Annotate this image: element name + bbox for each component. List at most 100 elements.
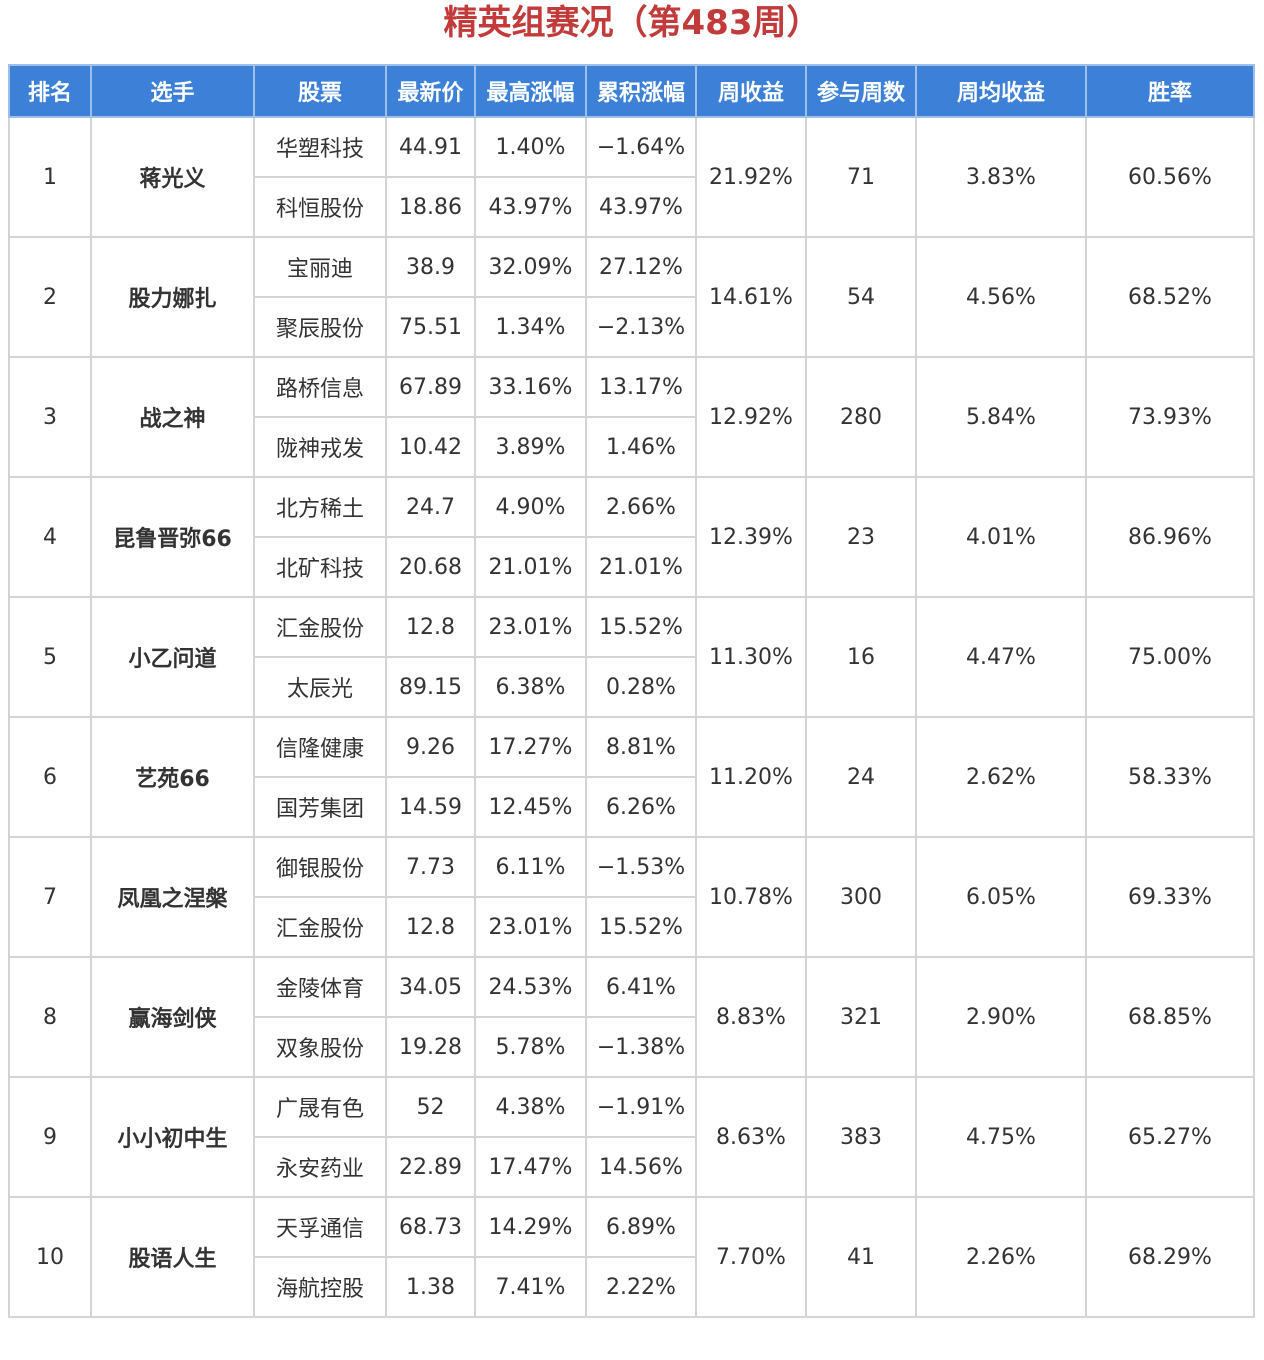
cumulative-gain-cell: 0.28% [585, 656, 697, 718]
cumulative-gain-cell: 15.52% [585, 596, 697, 658]
player-name-link[interactable]: 赢海剑侠 [90, 956, 255, 1078]
cumulative-gain-cell: 21.01% [585, 536, 697, 598]
weeks-participated-cell: 24 [805, 716, 917, 838]
weekly-return-cell: 11.20% [695, 716, 807, 838]
stock-name-link[interactable]: 宝丽迪 [253, 236, 387, 298]
player-name-link[interactable]: 小小初中生 [90, 1076, 255, 1198]
weekly-return-cell: 21.92% [695, 116, 807, 238]
cumulative-gain-cell: −1.64% [585, 116, 697, 178]
player-name-link[interactable]: 战之神 [90, 356, 255, 478]
stock-name-link[interactable]: 科恒股份 [253, 176, 387, 238]
stock-name-link[interactable]: 陇神戎发 [253, 416, 387, 478]
table-row: 太辰光 89.15 6.38% 0.28% [9, 656, 1254, 718]
latest-price-cell: 1.38 [385, 1256, 476, 1318]
cumulative-gain-cell: 15.52% [585, 896, 697, 958]
avg-weekly-return-cell: 2.90% [915, 956, 1087, 1078]
win-rate-cell: 68.29% [1085, 1196, 1255, 1318]
rank-cell: 10 [8, 1196, 92, 1318]
stock-name-link[interactable]: 北矿科技 [253, 536, 387, 598]
rank-cell: 1 [8, 116, 92, 238]
player-name-link[interactable]: 凤凰之涅槃 [90, 836, 255, 958]
table-row: 汇金股份 12.8 23.01% 15.52% [9, 896, 1254, 958]
player-name-link[interactable]: 艺苑66 [90, 716, 255, 838]
player-name-link[interactable]: 股语人生 [90, 1196, 255, 1318]
table-row: 10 股语人生 天孚通信 68.73 14.29% 6.89% 7.70% 41 2.26% 68… [8, 1196, 1255, 1318]
stock-name-link[interactable]: 双象股份 [253, 1016, 387, 1078]
header-win-rate[interactable]: 胜率 [1085, 64, 1255, 118]
weekly-return-cell: 12.39% [695, 476, 807, 598]
stock-name-link[interactable]: 汇金股份 [253, 896, 387, 958]
player-name-link[interactable]: 昆鲁晋弥66 [90, 476, 255, 598]
stock-name-link[interactable]: 太辰光 [253, 656, 387, 718]
player-name-link[interactable]: 股力娜扎 [90, 236, 255, 358]
cumulative-gain-cell: −1.38% [585, 1016, 697, 1078]
header-avg-weekly-return[interactable]: 周均收益 [915, 64, 1087, 118]
stock-name-link[interactable]: 信隆健康 [253, 716, 387, 778]
player-name-link[interactable]: 小乙问道 [90, 596, 255, 718]
rank-cell: 7 [8, 836, 92, 958]
rank-cell: 8 [8, 956, 92, 1078]
header-max-gain[interactable]: 最高涨幅 [474, 64, 587, 118]
win-rate-cell: 75.00% [1085, 596, 1255, 718]
max-gain-cell: 1.34% [474, 296, 587, 358]
win-rate-cell: 86.96% [1085, 476, 1255, 598]
header-stock[interactable]: 股票 [253, 64, 387, 118]
latest-price-cell: 52 [385, 1076, 476, 1138]
weekly-return-cell: 12.92% [695, 356, 807, 478]
stock-name-link[interactable]: 国芳集团 [253, 776, 387, 838]
weekly-return-cell: 14.61% [695, 236, 807, 358]
latest-price-cell: 18.86 [385, 176, 476, 238]
header-weeks-participated[interactable]: 参与周数 [805, 64, 917, 118]
weeks-participated-cell: 71 [805, 116, 917, 238]
header-cumulative-gain[interactable]: 累积涨幅 [585, 64, 697, 118]
win-rate-cell: 68.85% [1085, 956, 1255, 1078]
max-gain-cell: 23.01% [474, 596, 587, 658]
stock-name-link[interactable]: 永安药业 [253, 1136, 387, 1198]
stock-name-link[interactable]: 金陵体育 [253, 956, 387, 1018]
stock-name-link[interactable]: 聚辰股份 [253, 296, 387, 358]
header-latest-price[interactable]: 最新价 [385, 64, 476, 118]
stock-name-link[interactable]: 路桥信息 [253, 356, 387, 418]
rank-cell: 6 [8, 716, 92, 838]
table-row: 陇神戎发 10.42 3.89% 1.46% [9, 416, 1254, 478]
header-weekly-return[interactable]: 周收益 [695, 64, 807, 118]
header-player[interactable]: 选手 [90, 64, 255, 118]
stock-name-link[interactable]: 海航控股 [253, 1256, 387, 1318]
latest-price-cell: 14.59 [385, 776, 476, 838]
latest-price-cell: 9.26 [385, 716, 476, 778]
latest-price-cell: 89.15 [385, 656, 476, 718]
table-row: 8 赢海剑侠 金陵体育 34.05 24.53% 6.41% 8.83% 321 2.90% 68… [8, 956, 1255, 1078]
stock-name-link[interactable]: 御银股份 [253, 836, 387, 898]
weeks-participated-cell: 54 [805, 236, 917, 358]
table-row: 6 艺苑66 信隆健康 9.26 17.27% 8.81% 11.20% 24 2.62% 58.… [8, 716, 1255, 838]
rank-cell: 2 [8, 236, 92, 358]
cumulative-gain-cell: 13.17% [585, 356, 697, 418]
avg-weekly-return-cell: 2.62% [915, 716, 1087, 838]
max-gain-cell: 5.78% [474, 1016, 587, 1078]
latest-price-cell: 19.28 [385, 1016, 476, 1078]
weeks-participated-cell: 383 [805, 1076, 917, 1198]
latest-price-cell: 34.05 [385, 956, 476, 1018]
avg-weekly-return-cell: 2.26% [915, 1196, 1087, 1318]
table-row: 3 战之神 路桥信息 67.89 33.16% 13.17% 12.92% 280 5.84% 7… [8, 356, 1255, 478]
rank-cell: 5 [8, 596, 92, 718]
stock-name-link[interactable]: 天孚通信 [253, 1196, 387, 1258]
stock-name-link[interactable]: 北方稀土 [253, 476, 387, 538]
player-name-link[interactable]: 蒋光义 [90, 116, 255, 238]
stock-name-link[interactable]: 华塑科技 [253, 116, 387, 178]
win-rate-cell: 68.52% [1085, 236, 1255, 358]
cumulative-gain-cell: 14.56% [585, 1136, 697, 1198]
table-row: 北矿科技 20.68 21.01% 21.01% [9, 536, 1254, 598]
cumulative-gain-cell: 6.41% [585, 956, 697, 1018]
stock-name-link[interactable]: 广晟有色 [253, 1076, 387, 1138]
ranking-table: 排名 选手 股票 最新价 最高涨幅 累积涨幅 周收益 参与周数 周均收益 胜率 … [8, 64, 1255, 1318]
weeks-participated-cell: 280 [805, 356, 917, 478]
table-row: 双象股份 19.28 5.78% −1.38% [9, 1016, 1254, 1078]
win-rate-cell: 60.56% [1085, 116, 1255, 238]
avg-weekly-return-cell: 6.05% [915, 836, 1087, 958]
table-row: 永安药业 22.89 17.47% 14.56% [9, 1136, 1254, 1198]
stock-name-link[interactable]: 汇金股份 [253, 596, 387, 658]
weekly-return-cell: 8.83% [695, 956, 807, 1078]
page-title: 精英组赛况（第483周） [443, 3, 821, 43]
header-rank[interactable]: 排名 [8, 64, 92, 118]
